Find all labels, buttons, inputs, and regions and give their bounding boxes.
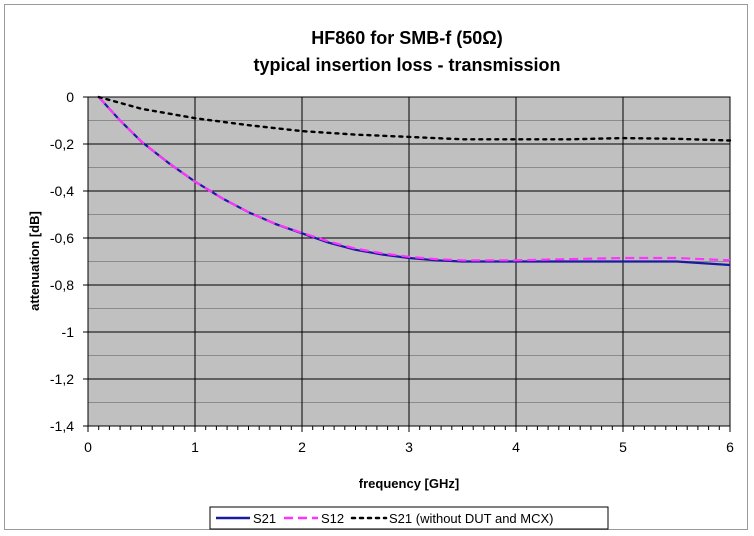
- series-lines: [97, 95, 732, 267]
- x-tick-label: 5: [619, 439, 627, 455]
- x-tick-label: 2: [298, 439, 306, 455]
- chart-subtitle: typical insertion loss - transmission: [253, 55, 560, 75]
- x-tick-labels: 0 1 2 3 4 5 6: [84, 439, 734, 455]
- legend-box: [209, 506, 609, 530]
- y-tick-label: -1,4: [50, 418, 74, 434]
- y-tick-label: -0,6: [50, 230, 74, 246]
- y-tick-label: -1: [62, 324, 75, 340]
- y-tick-label: -1,2: [50, 371, 74, 387]
- y-tick-label: -0,2: [50, 136, 74, 152]
- chart-title: HF860 for SMB-f (50Ω): [311, 28, 502, 48]
- x-tick-label: 3: [405, 439, 413, 455]
- y-axis-title: attenuation [dB]: [27, 211, 42, 311]
- series-line-s12: [97, 96, 731, 262]
- y-tick-label: -0,8: [50, 277, 74, 293]
- legend-label-s21-without-dut: S21 (without DUT and MCX): [389, 511, 554, 526]
- legend: S21 S12 S21 (without DUT and MCX): [209, 506, 609, 530]
- x-tick-label: 1: [191, 439, 199, 455]
- y-tick-label: -0,4: [50, 183, 74, 199]
- axis-ticks: [83, 96, 731, 432]
- x-tick-label: 0: [84, 439, 92, 455]
- y-tick-label: 0: [66, 89, 74, 105]
- x-axis-title: frequency [GHz]: [359, 476, 459, 491]
- x-tick-label: 6: [726, 439, 734, 455]
- legend-label-s12: S12: [321, 511, 344, 526]
- x-tick-label: 4: [512, 439, 520, 455]
- series-line-s21-without-dut-and-mcx: [97, 95, 732, 142]
- grid-lines: [87, 96, 731, 427]
- legend-label-s21: S21: [253, 511, 276, 526]
- y-tick-labels: 0 -0,2 -0,4 -0,6 -0,8 -1 -1,2 -1,4: [50, 89, 74, 434]
